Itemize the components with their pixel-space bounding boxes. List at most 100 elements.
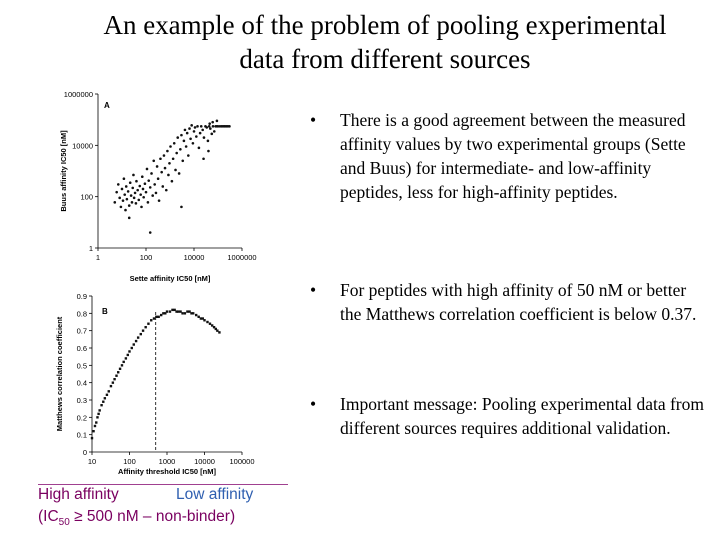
data-point <box>197 146 201 150</box>
bullet-text-1: There is a good agreement between the me… <box>340 110 686 202</box>
data-point <box>132 196 136 200</box>
data-point <box>203 319 206 322</box>
data-point <box>174 168 177 172</box>
x-tick-label: 1000000 <box>227 253 256 262</box>
data-point <box>175 310 178 313</box>
x-axis-title: Sette affinity IC50 [nM] <box>130 274 211 283</box>
data-point <box>140 205 143 209</box>
data-point <box>168 161 171 165</box>
data-point <box>118 367 122 370</box>
data-point <box>141 329 145 332</box>
x-tick-label: 10000 <box>184 253 205 262</box>
data-point <box>207 149 210 153</box>
high-affinity-label: High affinity <box>38 486 119 503</box>
y-tick-label: 0 <box>83 448 87 457</box>
data-point <box>130 201 134 204</box>
data-point <box>139 332 142 336</box>
data-point <box>96 416 99 419</box>
data-point <box>126 353 129 357</box>
data-point <box>161 185 165 188</box>
x-tick-label: 100 <box>123 457 136 466</box>
data-point <box>179 310 182 313</box>
data-point <box>162 154 166 157</box>
data-point <box>175 151 178 155</box>
y-tick-label: 10000 <box>72 141 93 150</box>
data-point <box>170 179 174 183</box>
non-binder-threshold-label: (IC50 ≥ 500 nM – non-binder) <box>38 506 288 534</box>
y-tick-label: 0.4 <box>77 379 87 388</box>
chart-a-axes: 1000000 10000 100 11 100 10000 1000000 A Sette a… <box>59 90 257 283</box>
x-tick-label: 1 <box>96 253 100 262</box>
data-point <box>180 133 183 137</box>
data-point <box>146 201 150 204</box>
data-point <box>206 320 209 324</box>
data-point <box>144 190 148 194</box>
data-point <box>157 199 161 202</box>
chart-b-points <box>90 308 221 440</box>
data-point <box>122 360 125 364</box>
data-point <box>202 157 205 161</box>
bullet-item-3: • Important message: Pooling experimenta… <box>310 392 705 440</box>
data-point <box>192 130 196 133</box>
title-line-2: data from different sources <box>239 44 531 74</box>
data-point <box>187 154 190 157</box>
data-point <box>157 315 160 318</box>
data-point <box>148 231 152 234</box>
affinity-note: High affinity Low affinity (IC50 ≥ 500 n… <box>38 484 288 534</box>
data-point <box>216 125 220 128</box>
data-point <box>130 346 133 350</box>
bullet-text-3: Important message: Pooling experimental … <box>340 394 704 438</box>
threshold-prefix: (IC <box>38 508 59 525</box>
chart-b-axes: 0.9 0.8 0.7 0.6 0.5 0.4 0.3 0.2 0.1 010 100 1000 100… <box>55 292 255 476</box>
panel-label: B <box>102 307 108 316</box>
data-point <box>159 157 162 161</box>
data-point <box>184 145 188 148</box>
data-point <box>105 393 109 396</box>
data-point <box>199 317 203 320</box>
data-point <box>212 326 216 329</box>
data-point <box>115 190 118 194</box>
data-point <box>198 131 202 135</box>
data-point <box>209 127 212 130</box>
data-point <box>164 188 168 192</box>
data-point <box>141 187 145 191</box>
y-tick-label: 0.9 <box>77 292 87 301</box>
data-point <box>179 148 182 151</box>
data-point <box>205 126 209 129</box>
data-point <box>164 312 167 315</box>
data-point <box>211 120 214 124</box>
bullet-dot: • <box>310 280 317 300</box>
x-axis-title: Affinity threshold IC50 [nM] <box>118 467 216 476</box>
data-point <box>116 183 120 186</box>
data-point <box>111 381 115 384</box>
data-point <box>122 177 126 181</box>
data-point <box>142 195 145 199</box>
data-point <box>165 310 169 313</box>
data-point <box>177 172 181 175</box>
data-point <box>182 139 186 143</box>
data-point <box>208 322 212 325</box>
data-point <box>196 125 199 128</box>
data-point <box>95 421 98 424</box>
y-axis-title: Buus affinity IC50 [nM] <box>59 130 68 212</box>
y-tick-label: 0.8 <box>77 309 87 318</box>
bullet-item-2: • For peptides with high affinity of 50 … <box>310 278 705 326</box>
data-point <box>155 165 159 168</box>
data-point <box>202 136 206 139</box>
x-tick-label: 1000 <box>159 457 176 466</box>
data-point <box>189 137 192 141</box>
data-point <box>100 404 103 407</box>
data-point <box>124 357 128 360</box>
data-point <box>154 191 158 195</box>
data-point <box>102 400 105 403</box>
data-point <box>140 175 144 178</box>
data-point <box>150 319 153 322</box>
data-point <box>162 312 165 315</box>
data-point <box>121 199 125 202</box>
data-point <box>137 198 141 202</box>
data-point <box>190 312 193 315</box>
data-point <box>207 125 211 128</box>
y-tick-label: 0.3 <box>77 396 87 405</box>
data-point <box>153 183 156 186</box>
data-point <box>118 196 121 200</box>
